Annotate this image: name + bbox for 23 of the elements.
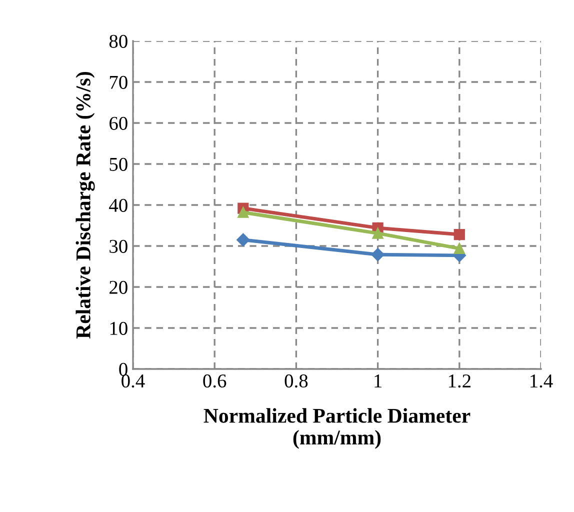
point bbox=[236, 233, 250, 246]
y-tick-label: 60 bbox=[110, 116, 128, 130]
x-tick-label: 0.4 bbox=[122, 374, 145, 388]
x-axis-title: Normalized Particle Diameter (mm/mm) bbox=[204, 408, 470, 449]
x-tick-label: 0.8 bbox=[284, 374, 308, 388]
y-tick-label: 30 bbox=[110, 240, 128, 253]
y-tick-label: 70 bbox=[110, 76, 128, 89]
point bbox=[371, 248, 384, 262]
point bbox=[238, 206, 249, 218]
point bbox=[454, 228, 465, 240]
y-tick-label: 10 bbox=[110, 322, 128, 335]
y-tick-label: 20 bbox=[110, 280, 128, 294]
y-tick-label: 80 bbox=[109, 34, 128, 48]
point bbox=[454, 242, 465, 254]
point bbox=[372, 228, 384, 239]
x-tick-label: 1.4 bbox=[530, 374, 553, 388]
y-tick-label: 0 bbox=[119, 362, 128, 376]
y-axis-title: Relative Discharge Rate (%/s) bbox=[76, 72, 95, 339]
x-tick-label: 1.2 bbox=[448, 374, 470, 388]
y-tick-label: 50 bbox=[110, 158, 128, 171]
y-tick-label: 40 bbox=[109, 198, 128, 212]
x-tick-label: 1 bbox=[374, 374, 382, 388]
x-tick-label: 0.6 bbox=[203, 374, 226, 388]
